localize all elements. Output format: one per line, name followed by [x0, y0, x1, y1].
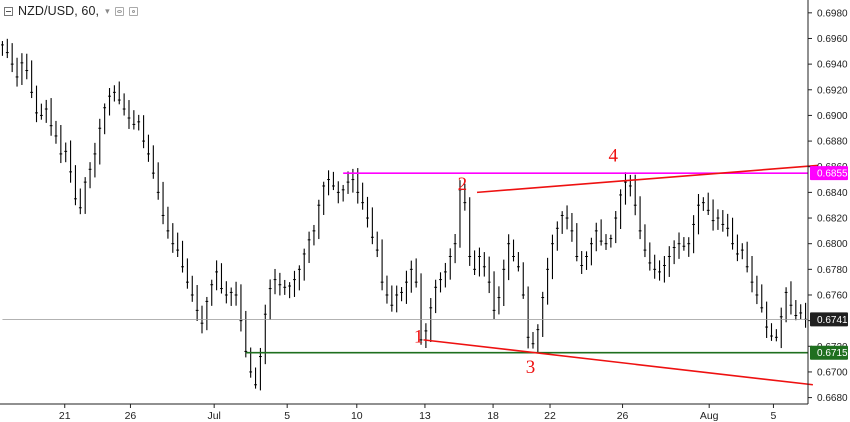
y-tick-label: 0.6820 [817, 214, 848, 225]
y-tick-label: 0.6680 [817, 393, 848, 404]
x-tick-label: 5 [284, 410, 290, 422]
wave-label: 3 [526, 357, 536, 378]
y-tick-label: 0.6960 [817, 34, 848, 45]
visibility-icon[interactable] [114, 6, 124, 16]
y-tick-label: 0.6940 [817, 60, 848, 71]
x-tick-label: 18 [487, 410, 499, 422]
y-tick-label: 0.6980 [817, 8, 848, 19]
y-tick-label: 0.6780 [817, 265, 848, 276]
x-tick-label: 26 [125, 410, 137, 422]
y-tick-label: 0.6880 [817, 137, 848, 148]
trend-line [423, 339, 813, 386]
level-price-badge [810, 345, 848, 360]
y-tick-label: 0.6920 [817, 85, 848, 96]
x-tick-label: 22 [544, 410, 556, 422]
collapse-icon[interactable] [4, 6, 13, 16]
y-tick-label: 0.6800 [817, 239, 848, 250]
current-price-badge [810, 312, 848, 327]
wave-label: 4 [609, 146, 619, 167]
x-tick-label: Aug [700, 410, 719, 422]
wave-label: 1 [414, 326, 424, 347]
y-tick-label: 0.6840 [817, 188, 848, 199]
x-tick-label: 5 [771, 410, 777, 422]
y-tick-label: 0.6700 [817, 367, 848, 378]
symbol-title[interactable]: NZD/USD, 60, [18, 4, 100, 18]
trend-line [476, 164, 818, 194]
x-tick-label: 21 [59, 410, 71, 422]
x-tick-label: 26 [617, 410, 629, 422]
price-badge-label: 0.6741 [817, 315, 848, 326]
price-badge-label: 0.6715 [817, 348, 848, 359]
price-badge-label: 0.6855 [817, 169, 848, 180]
wave-label: 2 [458, 174, 468, 195]
x-tick-label: 10 [351, 410, 363, 422]
y-tick-label: 0.6760 [817, 290, 848, 301]
plot-area: 1 2 3 4 [1, 38, 818, 391]
level-price-badge [810, 166, 848, 181]
chart-header: NZD/USD, 60, ▾ [0, 0, 138, 22]
x-tick-label: 13 [419, 410, 431, 422]
y-tick-label: 0.6900 [817, 111, 848, 122]
settings-icon[interactable] [128, 6, 138, 16]
chevron-down-icon[interactable]: ▾ [105, 5, 110, 16]
x-tick-label: Jul [207, 410, 220, 422]
